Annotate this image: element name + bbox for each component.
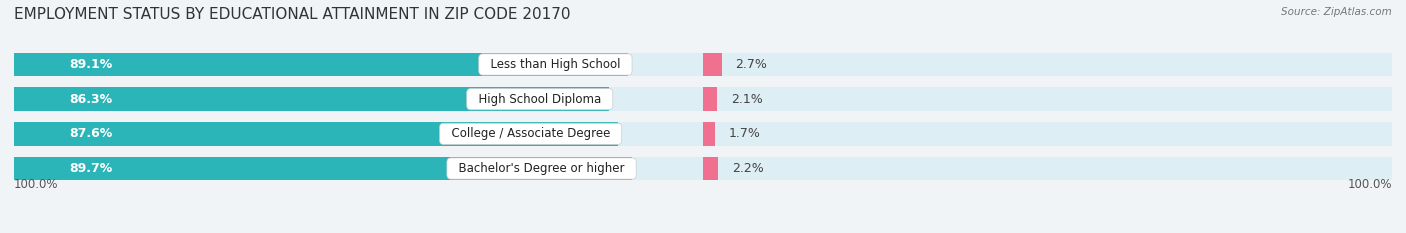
Text: 86.3%: 86.3% (69, 93, 112, 106)
Text: 100.0%: 100.0% (14, 178, 59, 191)
Text: 89.1%: 89.1% (69, 58, 112, 71)
Bar (14, 157, 633, 180)
Text: 100.0%: 100.0% (1347, 178, 1392, 191)
Bar (14, 53, 1392, 76)
Text: 2.7%: 2.7% (735, 58, 768, 71)
Bar (14, 87, 609, 111)
Text: 1.7%: 1.7% (728, 127, 761, 140)
Text: 2.2%: 2.2% (733, 162, 763, 175)
Text: Bachelor's Degree or higher: Bachelor's Degree or higher (451, 162, 633, 175)
Text: 89.7%: 89.7% (69, 162, 112, 175)
Bar (14, 53, 628, 76)
Bar (14, 122, 1392, 146)
Bar (703, 87, 717, 111)
Bar (703, 122, 714, 146)
Bar (703, 53, 721, 76)
Text: 2.1%: 2.1% (731, 93, 763, 106)
Text: Less than High School: Less than High School (482, 58, 628, 71)
Text: EMPLOYMENT STATUS BY EDUCATIONAL ATTAINMENT IN ZIP CODE 20170: EMPLOYMENT STATUS BY EDUCATIONAL ATTAINM… (14, 7, 571, 22)
Bar (14, 87, 1392, 111)
Text: 87.6%: 87.6% (69, 127, 112, 140)
Text: College / Associate Degree: College / Associate Degree (444, 127, 617, 140)
Text: High School Diploma: High School Diploma (471, 93, 609, 106)
Bar (703, 157, 718, 180)
Bar (14, 157, 1392, 180)
Text: Source: ZipAtlas.com: Source: ZipAtlas.com (1281, 7, 1392, 17)
Bar (14, 122, 617, 146)
